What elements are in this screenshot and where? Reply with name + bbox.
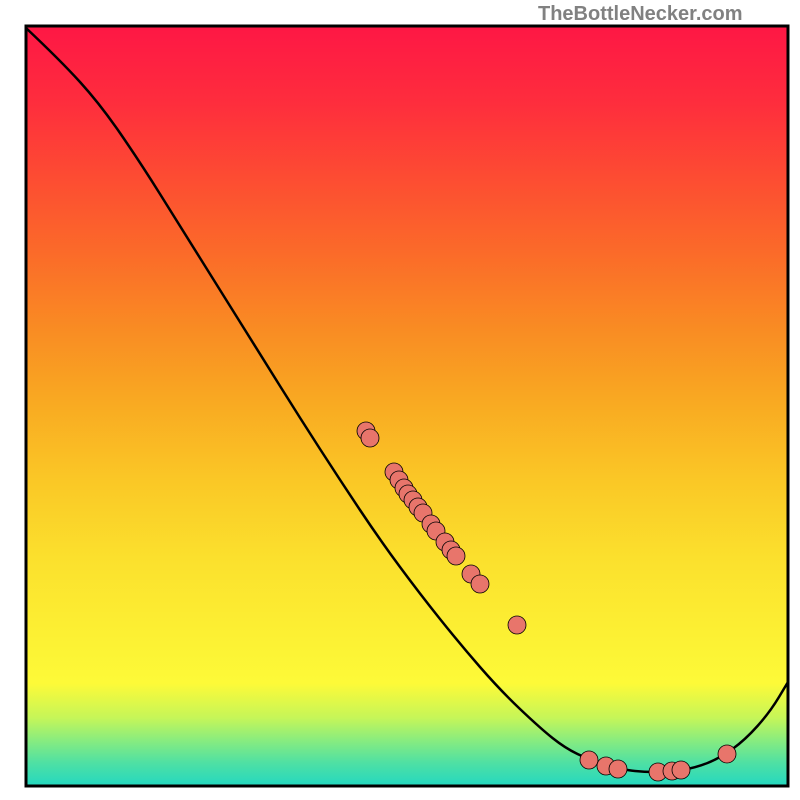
scatter-point [672,761,690,779]
chart-svg [0,0,800,800]
scatter-point [580,751,598,769]
scatter-point [361,429,379,447]
scatter-point [471,575,489,593]
scatter-point [609,760,627,778]
bottleneck-chart: TheBottleNecker.com [0,0,800,800]
plot-background [26,26,788,786]
watermark-text: TheBottleNecker.com [538,3,743,26]
scatter-point [447,547,465,565]
scatter-point [508,616,526,634]
scatter-point [718,745,736,763]
